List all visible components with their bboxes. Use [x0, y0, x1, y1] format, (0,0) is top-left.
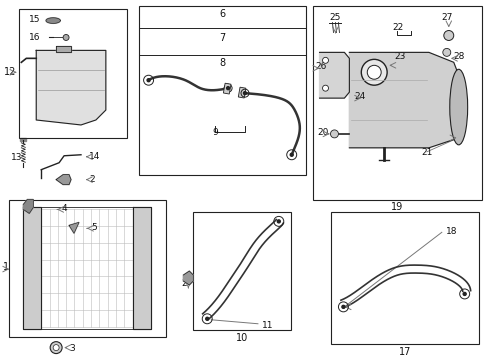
Text: 28: 28	[454, 53, 465, 62]
Text: 2: 2	[89, 175, 95, 184]
Polygon shape	[56, 175, 71, 185]
Text: 5: 5	[91, 223, 97, 232]
Polygon shape	[319, 53, 349, 98]
Bar	[9, 199, 167, 337]
Circle shape	[444, 31, 454, 40]
Text: 11: 11	[262, 321, 273, 330]
Circle shape	[443, 48, 451, 57]
Circle shape	[244, 92, 246, 95]
Circle shape	[368, 65, 381, 79]
Text: 8: 8	[219, 58, 225, 68]
Text: 19: 19	[391, 202, 403, 212]
Text: 27: 27	[442, 13, 453, 22]
Text: 4: 4	[61, 204, 67, 213]
Bar	[194, 212, 291, 330]
Circle shape	[361, 59, 387, 85]
Text: 22: 22	[392, 23, 403, 32]
Text: 17: 17	[399, 347, 411, 357]
Polygon shape	[349, 53, 459, 148]
Circle shape	[342, 305, 345, 309]
Text: 6: 6	[219, 9, 225, 19]
Ellipse shape	[450, 69, 467, 145]
Text: 23: 23	[394, 53, 406, 62]
Bar	[238, 87, 246, 98]
Text: 13: 13	[11, 153, 23, 162]
Text: 9: 9	[212, 128, 218, 137]
Bar	[313, 6, 482, 199]
Text: 26: 26	[316, 62, 327, 71]
Circle shape	[330, 130, 339, 138]
Bar	[331, 212, 479, 344]
Text: 21: 21	[421, 148, 432, 157]
Polygon shape	[69, 222, 79, 233]
Polygon shape	[21, 138, 26, 141]
Text: 14: 14	[89, 152, 100, 161]
Circle shape	[322, 85, 328, 91]
Circle shape	[53, 345, 59, 351]
Text: 10: 10	[236, 333, 248, 343]
Text: 18: 18	[446, 227, 457, 236]
Text: 2: 2	[181, 279, 187, 288]
Bar	[139, 6, 306, 175]
Polygon shape	[56, 46, 71, 53]
Text: 25: 25	[329, 13, 341, 22]
Circle shape	[147, 79, 150, 82]
Circle shape	[290, 153, 293, 156]
Bar	[19, 9, 127, 138]
Circle shape	[277, 220, 280, 223]
Polygon shape	[46, 18, 60, 23]
Text: 1: 1	[3, 262, 10, 272]
Circle shape	[463, 292, 466, 296]
Circle shape	[226, 87, 230, 90]
Text: 3: 3	[69, 344, 75, 353]
Text: 16: 16	[29, 32, 41, 41]
Text: 12: 12	[4, 67, 17, 77]
Circle shape	[206, 317, 209, 320]
Polygon shape	[24, 207, 41, 329]
Text: 7: 7	[219, 32, 225, 42]
Circle shape	[63, 35, 69, 40]
Polygon shape	[24, 199, 33, 213]
Bar	[223, 83, 231, 94]
Polygon shape	[133, 207, 150, 329]
Text: 15: 15	[29, 15, 41, 24]
Polygon shape	[183, 271, 194, 285]
Text: 24: 24	[354, 92, 366, 101]
Circle shape	[50, 342, 62, 354]
Circle shape	[322, 57, 328, 63]
Text: 20: 20	[318, 128, 329, 137]
Polygon shape	[36, 50, 106, 125]
